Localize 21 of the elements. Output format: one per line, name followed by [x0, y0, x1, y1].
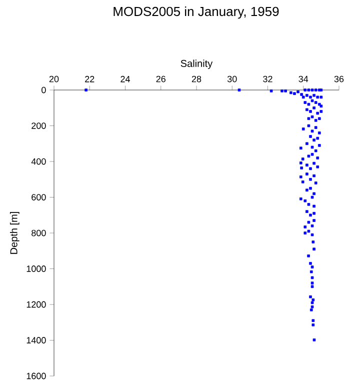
y-tick-label: 1200 [26, 301, 46, 308]
y-tick-label: 800 [32, 230, 46, 236]
x-tick-label: 26 [156, 76, 166, 82]
x-tick-label: 32 [263, 76, 272, 82]
x-tick-label: 30 [227, 76, 237, 82]
x-tick-label: 22 [85, 76, 94, 82]
y-tick-label: 1600 [26, 372, 46, 380]
y-axis-title: Depth [m] [10, 212, 20, 254]
chart-title: MODS2005 in January, 1959 [114, 6, 279, 19]
y-tick-label: 200 [32, 122, 46, 129]
y-tick-label: 400 [31, 158, 46, 165]
x-tick-label: 24 [120, 76, 130, 82]
x-tick-label: 20 [49, 76, 59, 82]
y-tick-label: 600 [32, 194, 46, 200]
y-tick-label: 0 [42, 86, 46, 94]
x-tick-label: 36 [334, 76, 344, 82]
y-tick-label: 1400 [26, 337, 46, 344]
y-tick-label: 1000 [26, 266, 46, 272]
x-tick-label: 28 [192, 76, 202, 82]
x-tick-label: 34 [298, 76, 308, 82]
x-axis-title: Salinity [180, 60, 213, 69]
